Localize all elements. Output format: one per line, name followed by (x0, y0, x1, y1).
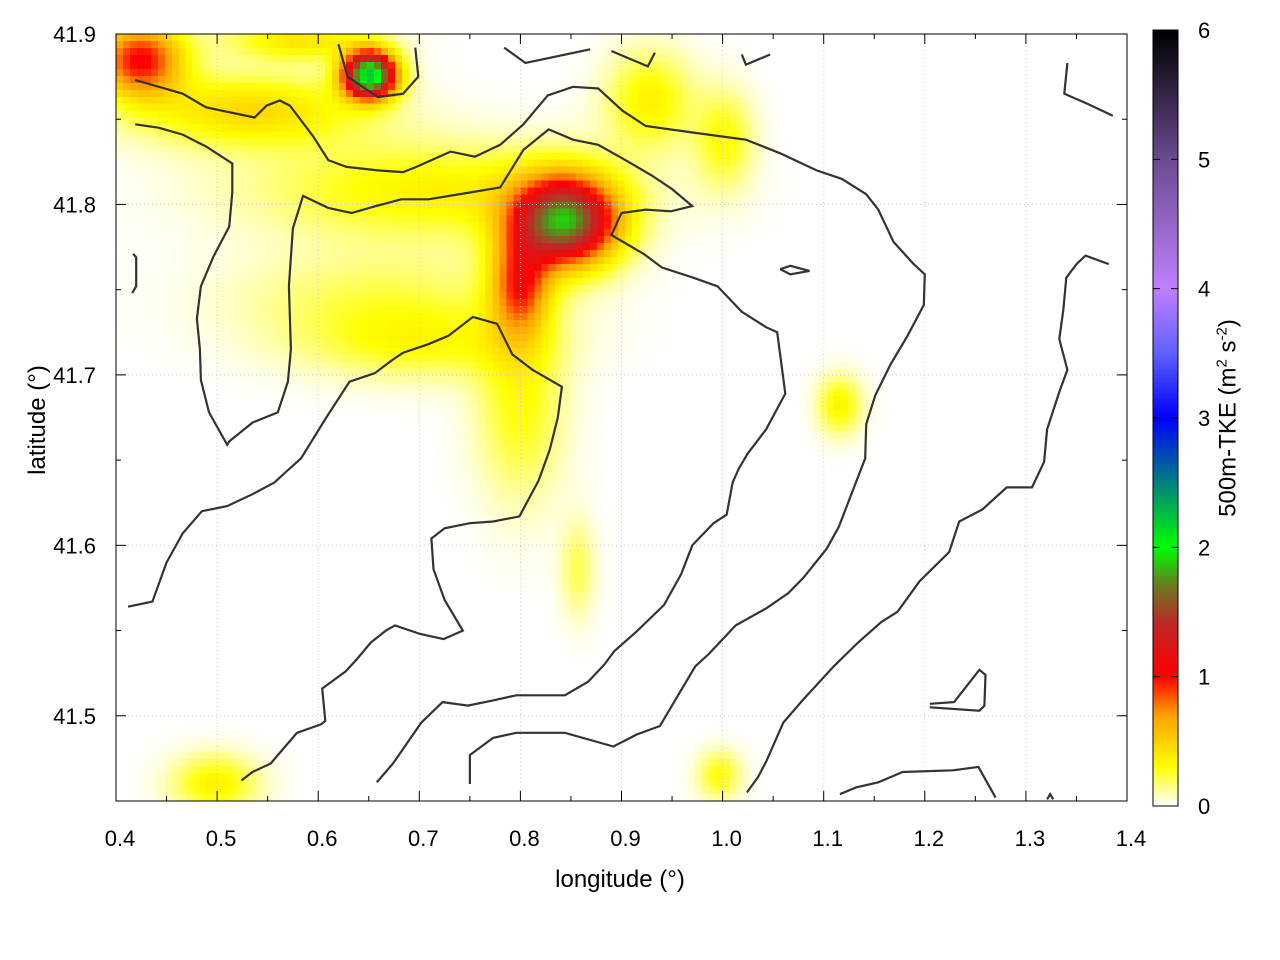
x-tick-label: 0.4 (105, 826, 136, 851)
tick-labels: 0.4 0.5 0.6 0.7 0.8 0.9 1.0 1.1 1.2 1.3 1.4 41.5 41.… (53, 18, 1210, 851)
contour-line (131, 253, 138, 294)
x-axis-title: longitude (°) (555, 866, 685, 893)
colorbar-tick-label: 3 (1198, 406, 1210, 431)
x-tick-label: 0.7 (408, 826, 439, 851)
contour-line (1063, 62, 1114, 117)
contour-line (337, 43, 420, 99)
contour-line (135, 123, 787, 784)
contour-line (839, 765, 997, 799)
x-tick-label: 0.5 (206, 826, 237, 851)
y-tick-label: 41.9 (53, 22, 96, 47)
contour-line (503, 46, 591, 65)
y-axis-title: latitude (°) (24, 365, 51, 475)
x-tick-label: 1.3 (1015, 826, 1046, 851)
tke-heatmap (116, 34, 1127, 801)
colorbar-tick-label: 6 (1198, 18, 1210, 43)
contour-line (610, 49, 656, 68)
x-tick-label: 1.1 (812, 826, 843, 851)
colorbar-title-exp1: 2 (1213, 359, 1231, 368)
grid-lines (116, 34, 1127, 801)
x-tick-label: 0.9 (610, 826, 641, 851)
y-tick-label: 41.5 (53, 704, 96, 729)
y-tick-label: 41.6 (53, 533, 96, 558)
contour-line (779, 264, 810, 276)
colorbar-tick-label: 0 (1198, 794, 1210, 819)
contour-line (1046, 792, 1055, 800)
x-tick-label: 1.4 (1116, 826, 1147, 851)
contour-line (134, 78, 926, 784)
colorbar-tick-label: 5 (1198, 147, 1210, 172)
colorbar-title-exp2: -2 (1213, 327, 1231, 341)
contour-line (929, 668, 987, 712)
colorbar-tick-label: 4 (1198, 277, 1210, 302)
contour-line (746, 254, 1110, 794)
colorbar-title-end: ) (1214, 319, 1242, 328)
x-tick-label: 1.2 (914, 826, 945, 851)
colorbar-tick-label: 2 (1198, 535, 1210, 560)
x-tick-label: 0.6 (307, 826, 338, 851)
contour-line (740, 53, 771, 67)
colorbar-title-mid: s (1214, 340, 1242, 360)
colorbar-title-main: 500m-TKE (m (1214, 367, 1242, 517)
x-tick-label: 1.0 (711, 826, 742, 851)
contour-line (127, 315, 564, 782)
colorbar-tick-label: 1 (1198, 665, 1210, 690)
y-tick-label: 41.8 (53, 192, 96, 217)
axis-ticks (115, 33, 1178, 802)
x-tick-label: 0.8 (509, 826, 540, 851)
y-tick-label: 41.7 (53, 363, 96, 388)
contour-lines (127, 43, 1114, 800)
colorbar-title: 500m-TKE (m2 s-2) (1214, 319, 1243, 517)
